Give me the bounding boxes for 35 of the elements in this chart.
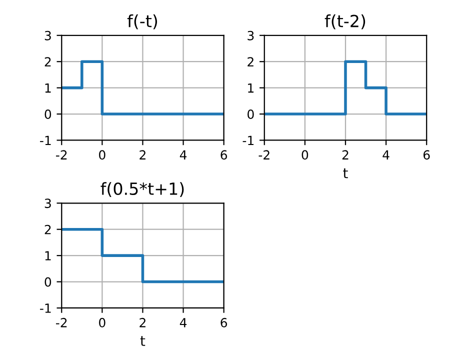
x-tick-label: 2 xyxy=(140,150,146,160)
y-tick-label: -1 xyxy=(40,136,51,145)
y-tick-label: -1 xyxy=(242,136,254,145)
x-tick-label: 2 xyxy=(342,150,348,160)
x-tick-label: -2 xyxy=(56,150,67,160)
x-tick-label: -2 xyxy=(258,150,270,160)
x-axis-title: t xyxy=(140,336,146,346)
x-tick-label: 4 xyxy=(382,150,390,160)
chart-title: f(t-2) xyxy=(324,14,366,30)
x-tick-label: 0 xyxy=(302,150,308,160)
x-tick-label: 2 xyxy=(140,318,146,328)
y-tick-label: 0 xyxy=(44,277,52,287)
y-tick-label: 2 xyxy=(44,57,51,66)
chart-title: f(0.5*t+1) xyxy=(100,182,184,198)
y-tick-label: -1 xyxy=(40,304,51,313)
x-tick-label: 0 xyxy=(99,150,106,160)
x-tick-label: 6 xyxy=(423,150,430,160)
x-tick-label: 0 xyxy=(99,318,106,328)
chart-title: f(-t) xyxy=(127,14,158,30)
y-tick-label: 1 xyxy=(45,83,51,93)
y-tick-label: 2 xyxy=(248,57,254,66)
x-tick-label: -2 xyxy=(56,318,67,328)
x-tick-label: 4 xyxy=(180,318,187,328)
y-tick-label: 3 xyxy=(44,30,51,40)
x-tick-label: 6 xyxy=(220,318,228,328)
x-axis-title: t xyxy=(343,168,348,178)
y-tick-label: 3 xyxy=(44,198,51,208)
y-tick-label: 0 xyxy=(44,110,52,119)
x-tick-label: 6 xyxy=(220,150,228,160)
y-tick-label: 1 xyxy=(45,251,51,260)
y-tick-label: 0 xyxy=(248,110,254,119)
y-tick-label: 3 xyxy=(248,30,254,40)
x-tick-label: 4 xyxy=(180,150,187,160)
y-tick-label: 2 xyxy=(44,224,51,234)
y-tick-label: 1 xyxy=(248,83,254,93)
